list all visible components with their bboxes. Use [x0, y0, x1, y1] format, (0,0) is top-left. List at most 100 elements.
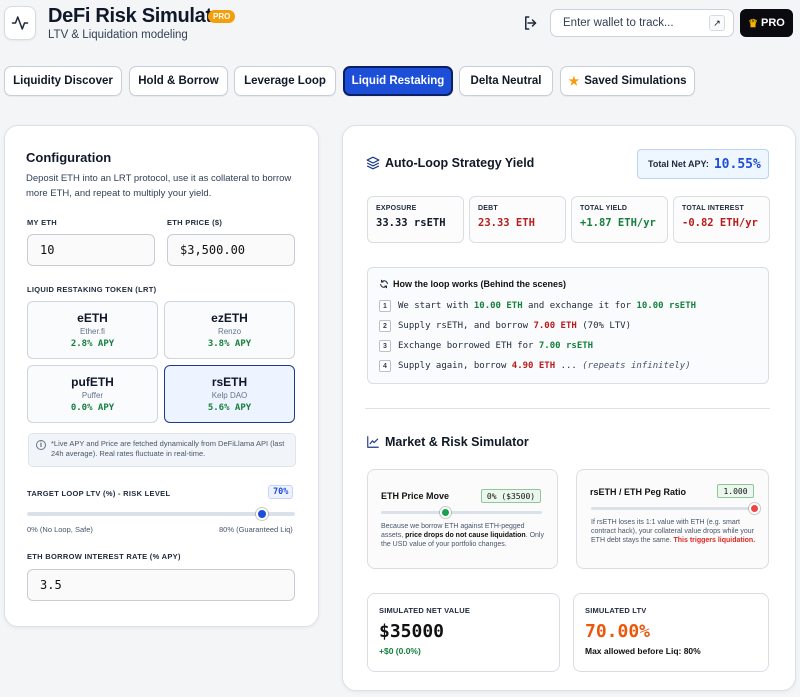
tab-hold-borrow[interactable]: Hold & Borrow: [129, 66, 228, 96]
pro-badge: PRO: [208, 10, 236, 23]
tab-label: Hold & Borrow: [138, 75, 219, 87]
tab-label: Saved Simulations: [584, 75, 687, 87]
eth-price-input[interactable]: [167, 234, 295, 266]
borrow-rate-input[interactable]: [27, 569, 295, 601]
tab-liquidity-discover[interactable]: Liquidity Discover: [4, 66, 122, 96]
api-info-note: i *Live APY and Price are fetched dynami…: [28, 433, 296, 467]
price-move-value: 0% ($3500): [481, 489, 541, 503]
price-move-slider-track[interactable]: [381, 511, 542, 514]
loop-step-1: We start with 10.00 ETH and exchange it …: [398, 301, 696, 311]
loop-step-2: Supply rsETH, and borrow 7.00 ETH (70% L…: [398, 321, 631, 331]
peg-ratio-value: 1.000: [717, 484, 754, 498]
tab-leverage-loop[interactable]: Leverage Loop: [234, 66, 336, 96]
note-text: If rsETH loses its 1:1 value with ETH (e…: [591, 519, 755, 544]
net-value: $35000: [379, 621, 445, 642]
ltv-value-badge: 70%: [268, 485, 294, 499]
pro-button[interactable]: ♛ PRO: [740, 9, 793, 37]
stat-label: EXPOSURE: [376, 205, 417, 212]
note-text: . Only the USD value of your portfolio c…: [381, 532, 544, 548]
net-apy-box: Total Net APY: 10.55%: [637, 149, 769, 179]
peg-ratio-label: rsETH / ETH Peg Ratio: [590, 487, 687, 497]
arrow-up-right-icon[interactable]: ↗: [709, 15, 725, 31]
my-eth-label: MY ETH: [27, 218, 57, 227]
sim-ltv-note: Max allowed before Liq: 80%: [585, 646, 701, 656]
token-symbol: pufETH: [71, 375, 114, 389]
stat-total-yield: TOTAL YIELD +1.87 ETH/yr: [571, 196, 668, 243]
step-amount: 7.00 rsETH: [538, 341, 594, 351]
step-amount: 7.00 ETH: [533, 321, 577, 331]
step-number: 3: [379, 340, 391, 352]
token-apy: 5.6% APY: [207, 403, 252, 413]
logout-icon[interactable]: [522, 14, 540, 32]
token-apy: 0.0% APY: [70, 403, 115, 413]
stat-label: TOTAL YIELD: [580, 205, 628, 212]
step-number: 1: [379, 300, 391, 312]
tab-liquid-restaking[interactable]: Liquid Restaking: [343, 66, 453, 96]
token-ezeth[interactable]: ezETH Renzo 3.8% APY: [164, 301, 295, 359]
tab-saved-simulations[interactable]: ★ Saved Simulations: [560, 66, 695, 96]
peg-slider-track[interactable]: [591, 507, 754, 510]
app-subtitle: LTV & Liquidation modeling: [48, 29, 188, 41]
my-eth-input[interactable]: [27, 234, 155, 266]
borrow-rate-label: ETH BORROW INTEREST RATE (% APY): [27, 552, 181, 561]
wallet-input[interactable]: [550, 9, 734, 37]
stat-total-interest: TOTAL INTEREST -0.82 ETH/yr: [673, 196, 770, 243]
tab-label: Leverage Loop: [244, 75, 326, 87]
crown-icon: ♛: [748, 17, 759, 30]
simulated-net-value-card: SIMULATED NET VALUE $35000 +$0 (0.0%): [367, 593, 560, 672]
price-move-label: ETH Price Move: [381, 491, 450, 501]
step-text: We start with: [398, 301, 474, 311]
stat-label: TOTAL INTEREST: [682, 205, 744, 212]
token-pufeth[interactable]: pufETH Puffer 0.0% APY: [27, 365, 158, 423]
eth-price-label: ETH PRICE ($): [167, 218, 223, 227]
layers-icon: [366, 156, 380, 170]
token-symbol: rsETH: [211, 375, 248, 389]
peg-slider-thumb[interactable]: [748, 503, 760, 514]
price-move-card: [367, 469, 558, 569]
ltv-max-label: 80% (Guaranteed Liq): [219, 525, 293, 534]
ltv-slider-thumb[interactable]: [255, 508, 268, 520]
app-header: DeFi Risk Simulator PRO LTV & Liquidatio…: [0, 0, 800, 58]
tab-label: Liquidity Discover: [13, 75, 113, 87]
market-title: Market & Risk Simulator: [385, 435, 529, 449]
tab-label: Delta Neutral: [470, 75, 542, 87]
tab-delta-neutral[interactable]: Delta Neutral: [459, 66, 553, 96]
token-apy: 2.8% APY: [70, 339, 115, 349]
config-description: Deposit ETH into an LRT protocol, use it…: [26, 173, 292, 199]
step-number: 4: [379, 360, 391, 372]
stat-value: 23.33 ETH: [478, 217, 535, 229]
step-note: (repeats infinitely): [582, 361, 691, 371]
step-text: Supply again, borrow: [398, 361, 512, 371]
config-title: Configuration: [26, 150, 112, 165]
token-rseth[interactable]: rsETH Kelp DAO 5.6% APY: [164, 365, 295, 423]
ltv-min-label: 0% (No Loop, Safe): [27, 525, 93, 534]
loop-step-4: Supply again, borrow 4.90 ETH ... (repea…: [398, 361, 691, 371]
step-amount: 10.00 rsETH: [636, 301, 697, 311]
stat-value: -0.82 ETH/yr: [682, 217, 758, 229]
activity-icon: [11, 16, 29, 30]
token-provider: Ether.fi: [80, 327, 105, 336]
step-text: Exchange borrowed ETH for: [398, 341, 539, 351]
app-title: DeFi Risk Simulator: [48, 5, 232, 27]
section-divider: [365, 408, 770, 409]
step-text: (70% LTV): [576, 321, 632, 331]
refresh-icon: [380, 279, 388, 289]
loop-step-3: Exchange borrowed ETH for 7.00 rsETH: [398, 341, 593, 351]
note-text: Because we borrow ETH against ETH-pegged…: [381, 523, 525, 539]
note-warning: This triggers liquidation.: [673, 537, 756, 544]
loop-title: How the loop works (Behind the scenes): [393, 279, 567, 289]
token-provider: Puffer: [81, 391, 104, 400]
token-eeth[interactable]: eETH Ether.fi 2.8% APY: [27, 301, 158, 359]
ltv-slider-track[interactable]: [27, 512, 295, 516]
lrt-label: LIQUID RESTAKING TOKEN (LRT): [27, 285, 157, 294]
logo: [4, 6, 36, 40]
loop-explainer: [367, 267, 769, 384]
net-apy-value: 10.55%: [713, 156, 761, 172]
price-move-slider-thumb[interactable]: [439, 507, 451, 518]
step-text: Supply rsETH, and borrow: [398, 321, 534, 331]
token-provider: Kelp DAO: [211, 391, 248, 400]
step-number: 2: [379, 320, 391, 332]
ltv-slider-label: TARGET LOOP LTV (%) - RISK LEVEL: [27, 489, 171, 498]
step-amount: 10.00 ETH: [473, 301, 523, 311]
star-icon: ★: [568, 74, 580, 88]
